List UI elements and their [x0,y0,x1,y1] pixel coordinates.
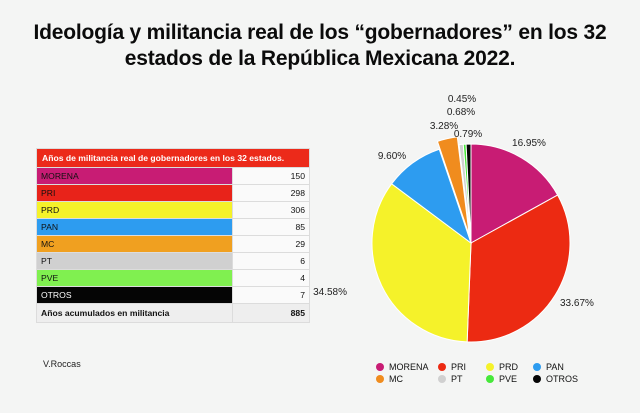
legend-label: MORENA [389,362,429,372]
legend-item-otros: OTROS [533,374,593,384]
legend-item-mc: MC [376,374,438,384]
pie-slice-morena [470,143,559,244]
pie-label-pt: 0.68% [447,107,475,118]
pie-label-morena: 16.95% [512,138,546,149]
chart-title-line2: estados de la República Mexicana 2022. [124,47,516,70]
legend-dot-icon [533,375,541,383]
party-years: 7 [232,286,310,304]
chart-legend: MORENA PRI PRD PAN MC PT PVE OTROS [376,362,593,384]
pie-slice-mc [436,136,470,236]
party-name: PT [36,252,233,270]
table-row-prd: PRD 306 [36,201,310,219]
pie-slice-prd [371,183,472,343]
legend-dot-icon [376,375,384,383]
pie-label-prd: 34.58% [313,287,347,298]
pie-slice-otros [465,143,472,244]
party-years: 150 [232,167,310,185]
table-row-mc: MC 29 [36,235,310,253]
party-years: 29 [232,235,310,253]
table-row-morena: MORENA 150 [36,167,310,185]
pie-slice-pan [390,148,472,245]
party-years: 306 [232,201,310,219]
author-credit: V.Roccas [43,359,81,369]
legend-item-pri: PRI [438,362,486,372]
table-row-pt: PT 6 [36,252,310,270]
legend-label: PRD [499,362,519,372]
table-row-pve: PVE 4 [36,269,310,287]
party-years: 4 [232,269,310,287]
chart-title-line1: Ideología y militancia real de los “gobe… [33,21,607,44]
party-name: MORENA [36,167,233,185]
party-name: PVE [36,269,233,287]
legend-dot-icon [376,363,384,371]
legend-label: OTROS [546,374,579,384]
legend-item-pve: PVE [486,374,533,384]
legend-dot-icon [533,363,541,371]
table-header: Años de militancia real de gobernadores … [36,148,310,168]
party-years: 6 [232,252,310,270]
legend-label: PVE [499,374,518,384]
pie-slice-pri [466,194,571,343]
party-name: PRD [36,201,233,219]
total-label: Años acumulados en militancia [36,303,233,323]
legend-label: MC [389,374,403,384]
legend-label: PAN [546,362,564,372]
party-years: 298 [232,184,310,202]
table-total-row: Años acumulados en militancia 885 [36,303,310,323]
legend-item-pan: PAN [533,362,593,372]
pie-label-mc: 3.28% [430,121,458,132]
legend-label: PT [451,374,463,384]
pie-label-pri: 33.67% [560,298,594,309]
chart-title: Ideología y militancia real de los “gobe… [0,20,640,72]
table-row-otros: OTROS 7 [36,286,310,304]
pie-label-pve: 0.45% [448,94,476,105]
table-row-pri: PRI 298 [36,184,310,202]
legend-dot-icon [486,375,494,383]
legend-dot-icon [438,363,446,371]
legend-label: PRI [451,362,467,372]
militancia-table: Años de militancia real de gobernadores … [36,148,310,323]
legend-dot-icon [486,363,494,371]
legend-item-morena: MORENA [376,362,438,372]
legend-dot-icon [438,375,446,383]
legend-item-pt: PT [438,374,486,384]
pie-label-pan: 9.60% [378,151,406,162]
total-value: 885 [232,303,310,323]
party-name: PRI [36,184,233,202]
party-name: OTROS [36,286,233,304]
pie-label-otros: 0.79% [454,129,482,140]
legend-item-prd: PRD [486,362,533,372]
